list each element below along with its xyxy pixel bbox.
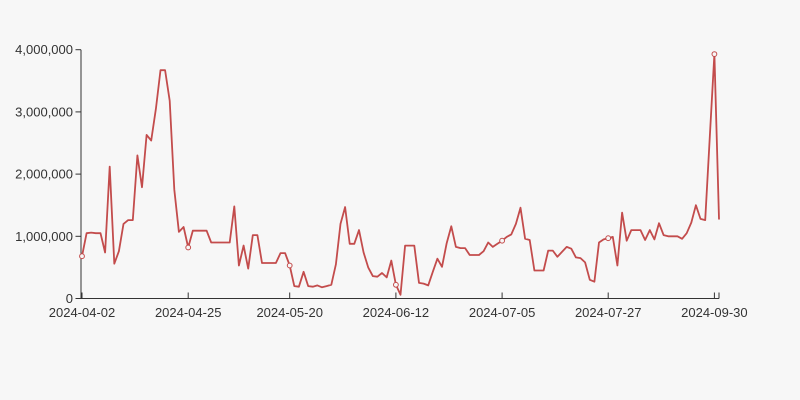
y-tick-label: 4,000,000: [15, 42, 73, 57]
x-tick-label: 2024-06-12: [363, 305, 430, 320]
x-tick-label: 2024-07-05: [469, 305, 536, 320]
data-point-marker: [605, 235, 612, 242]
x-tick-label: 2024-05-20: [256, 305, 323, 320]
x-tick-label: 2024-09-30: [681, 305, 748, 320]
series-line: [81, 53, 720, 296]
y-tick-label: 0: [66, 291, 73, 306]
y-tick-label: 3,000,000: [15, 104, 73, 119]
data-point-marker: [185, 244, 192, 251]
y-tick-label: 1,000,000: [15, 229, 73, 244]
data-point-marker: [79, 253, 85, 260]
data-point-marker: [711, 51, 718, 57]
x-tick-label: 2024-04-25: [155, 305, 222, 320]
y-tick-label: 2,000,000: [15, 167, 73, 182]
data-point-marker: [393, 281, 399, 288]
x-tick-label: 2024-07-27: [575, 305, 642, 320]
x-tick-label: 2024-04-02: [49, 305, 116, 320]
data-point-marker: [499, 237, 506, 244]
data-point-marker: [286, 262, 293, 269]
